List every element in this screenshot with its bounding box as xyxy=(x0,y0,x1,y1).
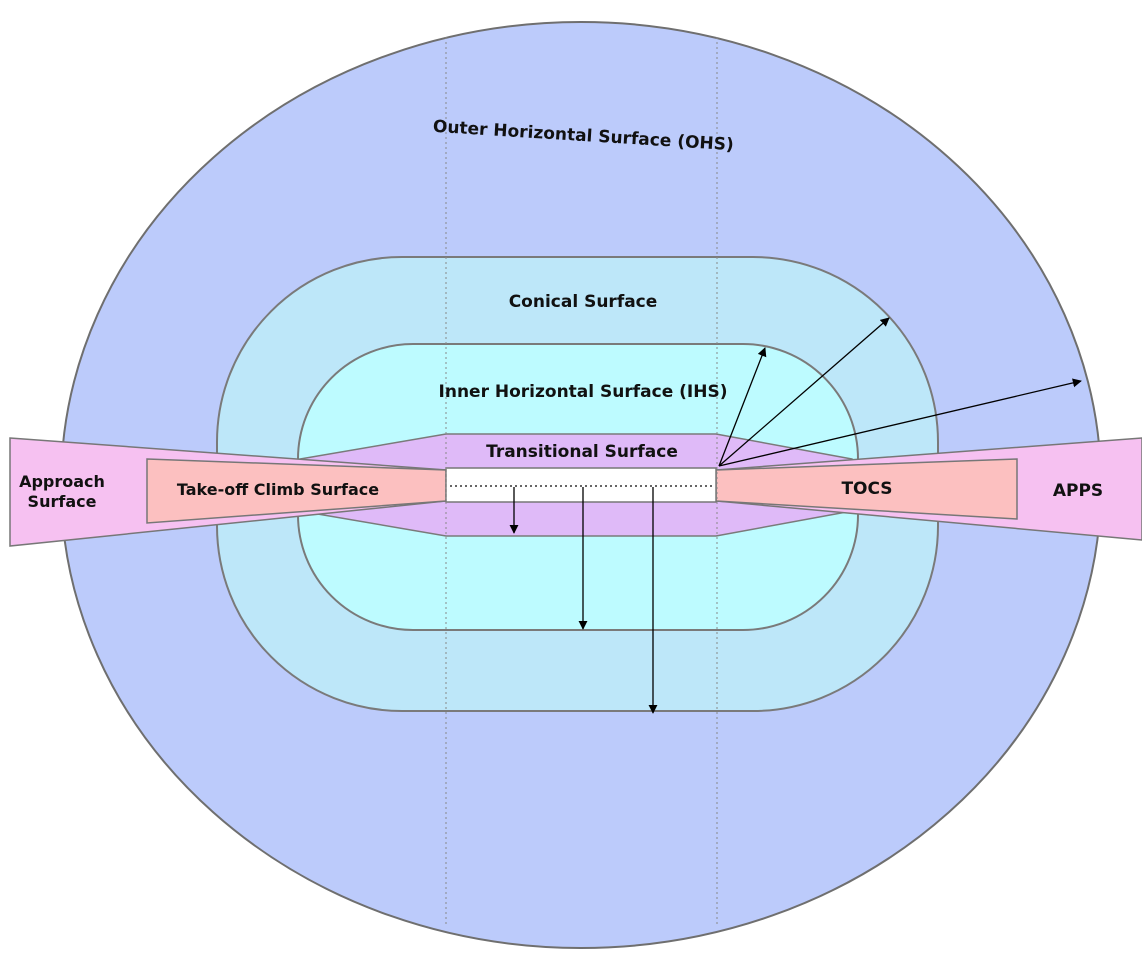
label-tocs: TOCS xyxy=(841,479,892,499)
label-take-off-climb-surface: Take-off Climb Surface xyxy=(177,480,379,499)
label-transitional-surface: Transitional Surface xyxy=(486,442,678,462)
arrow-radial-ihs xyxy=(718,347,767,467)
label-inner-horizontal-surface: Inner Horizontal Surface (IHS) xyxy=(439,382,728,402)
arrow-radial-ohs xyxy=(718,378,1082,467)
runway-strip xyxy=(445,467,717,503)
label-approach-line2: Surface xyxy=(28,492,97,511)
label-approach-line1: Approach xyxy=(19,472,105,491)
label-apps: APPS xyxy=(1053,481,1103,501)
label-conical-surface: Conical Surface xyxy=(509,292,658,312)
arrow-radial-conical xyxy=(718,317,890,467)
